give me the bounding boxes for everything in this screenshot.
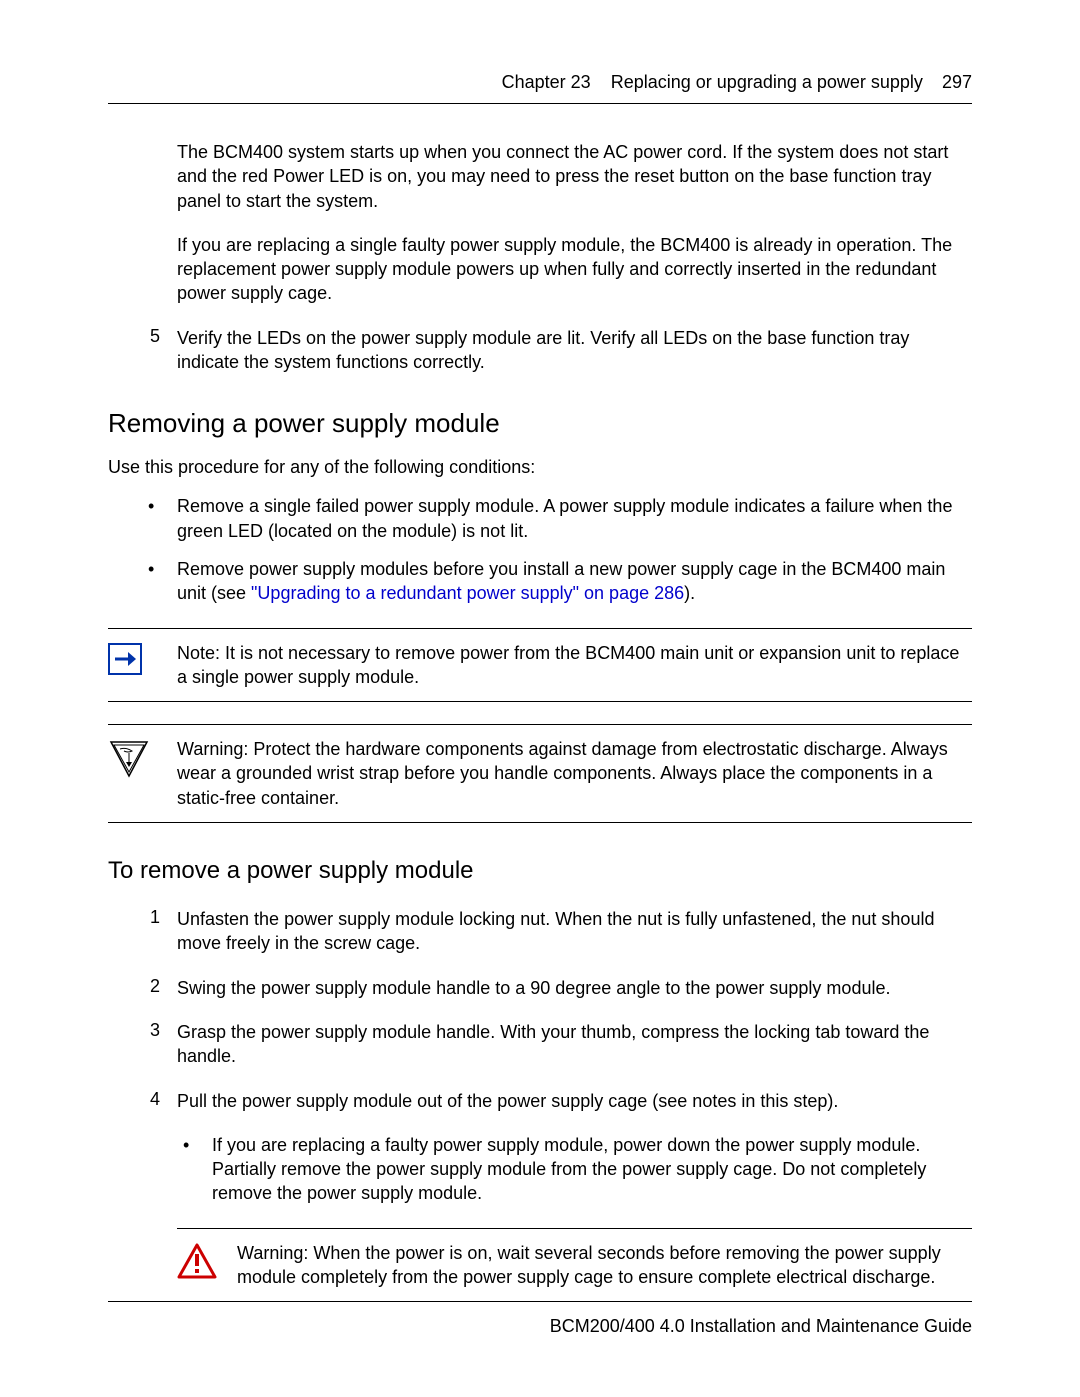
step-text: Unfasten the power supply module locking… bbox=[177, 907, 972, 956]
page-header: Chapter 23 Replacing or upgrading a powe… bbox=[108, 72, 972, 104]
step-text: Pull the power supply module out of the … bbox=[177, 1089, 972, 1113]
note-label: Note: bbox=[177, 643, 220, 663]
warning-label: Warning: bbox=[177, 739, 248, 759]
note-arrow-icon bbox=[108, 643, 142, 675]
procedure-step: 3 Grasp the power supply module handle. … bbox=[142, 1020, 972, 1069]
footer-text: BCM200/400 4.0 Installation and Maintena… bbox=[550, 1316, 972, 1336]
step-number: 1 bbox=[142, 907, 177, 956]
warning-triangle-icon bbox=[177, 1243, 217, 1279]
cross-reference-link[interactable]: "Upgrading to a redundant power supply" … bbox=[251, 583, 684, 603]
bullet-text-suffix: ). bbox=[684, 583, 695, 603]
page-number: 297 bbox=[942, 72, 972, 92]
step-text: Swing the power supply module handle to … bbox=[177, 976, 972, 1000]
lead-text: Use this procedure for any of the follow… bbox=[108, 457, 972, 478]
bullet-item: • Remove power supply modules before you… bbox=[148, 557, 972, 606]
warning-text: Protect the hardware components against … bbox=[177, 739, 948, 808]
section-heading-removing: Removing a power supply module bbox=[108, 408, 972, 439]
warning-text: When the power is on, wait several secon… bbox=[237, 1243, 941, 1287]
step-number: 3 bbox=[142, 1020, 177, 1069]
procedure-step: 2 Swing the power supply module handle t… bbox=[142, 976, 972, 1000]
step-text: Verify the LEDs on the power supply modu… bbox=[177, 326, 972, 375]
warning-esd-callout: Warning: Protect the hardware components… bbox=[108, 724, 972, 823]
chapter-title: Replacing or upgrading a power supply bbox=[611, 72, 923, 92]
note-text: It is not necessary to remove power from… bbox=[177, 643, 959, 687]
procedure-step: 5 Verify the LEDs on the power supply mo… bbox=[142, 326, 972, 375]
intro-paragraph: The BCM400 system starts up when you con… bbox=[177, 140, 972, 213]
bullet-item: • Remove a single failed power supply mo… bbox=[148, 494, 972, 543]
bullet-marker: • bbox=[148, 557, 177, 606]
bullet-text: Remove a single failed power supply modu… bbox=[177, 494, 972, 543]
warning-label: Warning: bbox=[237, 1243, 308, 1263]
esd-shield-icon bbox=[108, 739, 150, 779]
step-text: Grasp the power supply module handle. Wi… bbox=[177, 1020, 972, 1069]
chapter-label: Chapter 23 bbox=[502, 72, 591, 92]
warning-power-callout: Warning: When the power is on, wait seve… bbox=[177, 1228, 972, 1303]
bullet-marker: • bbox=[148, 494, 177, 543]
subsection-heading-to-remove: To remove a power supply module bbox=[108, 857, 972, 885]
procedure-step: 1 Unfasten the power supply module locki… bbox=[142, 907, 972, 956]
step-number: 4 bbox=[142, 1089, 177, 1113]
page-footer: BCM200/400 4.0 Installation and Maintena… bbox=[108, 1301, 972, 1337]
bullet-marker: • bbox=[183, 1133, 212, 1206]
sub-bullet-item: • If you are replacing a faulty power su… bbox=[183, 1133, 972, 1206]
step-number: 5 bbox=[142, 326, 177, 375]
step-number: 2 bbox=[142, 976, 177, 1000]
sub-bullet-text: If you are replacing a faulty power supp… bbox=[212, 1133, 972, 1206]
bullet-text: Remove power supply modules before you i… bbox=[177, 557, 972, 606]
note-callout: Note: It is not necessary to remove powe… bbox=[108, 628, 972, 703]
procedure-step: 4 Pull the power supply module out of th… bbox=[142, 1089, 972, 1113]
intro-paragraph: If you are replacing a single faulty pow… bbox=[177, 233, 972, 306]
